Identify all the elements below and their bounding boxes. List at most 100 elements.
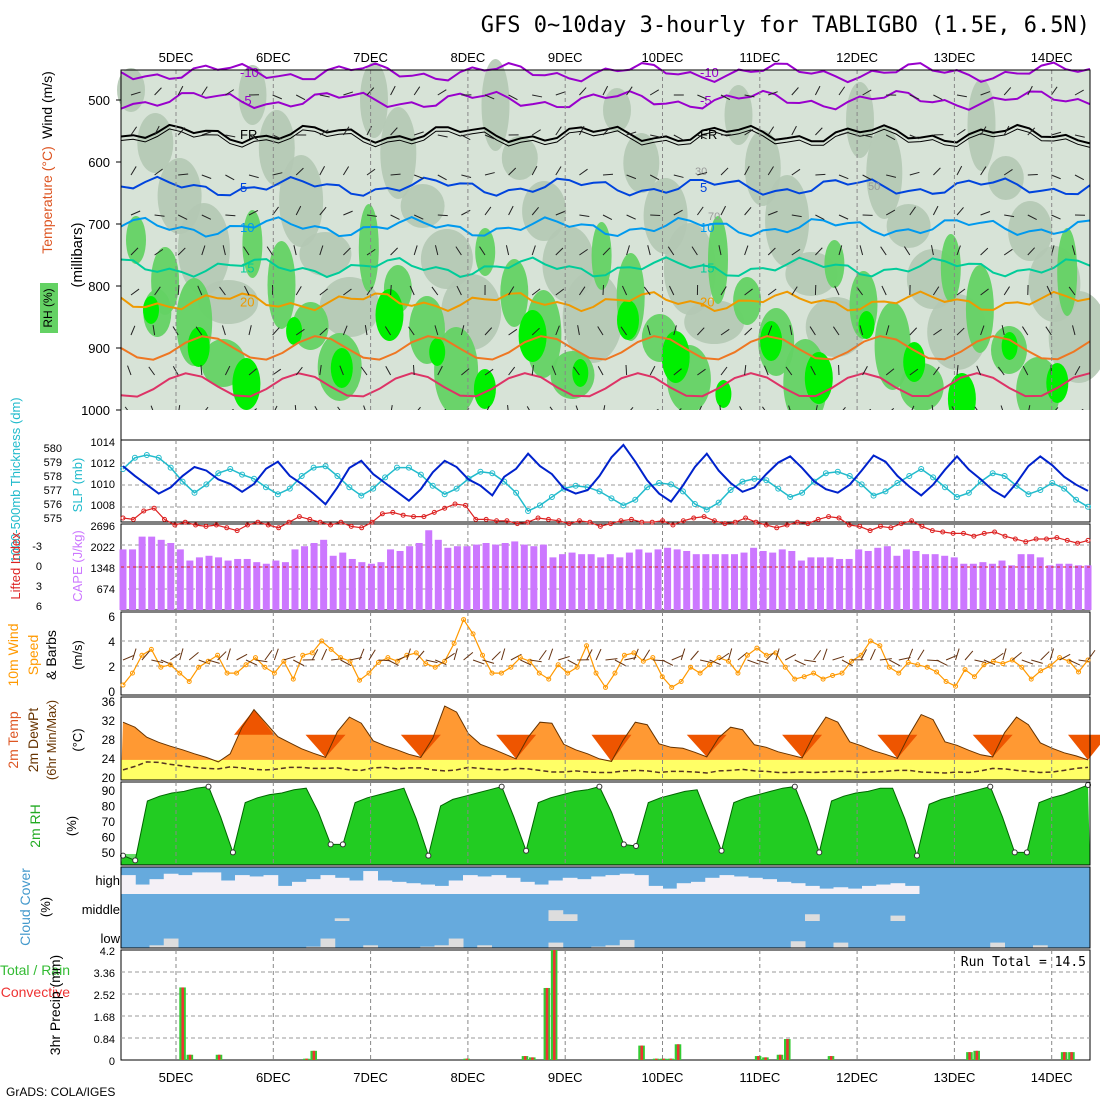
wind-barb [649,174,660,181]
lifted-index-point [265,522,271,528]
wind-barb [408,326,415,336]
rh-tick: 50 [102,846,116,860]
rh-extreme-point [913,852,920,859]
wind-barb [744,288,753,296]
wind-barb [221,325,226,336]
isotherm-label: 5 [240,180,247,195]
cape-bar [511,541,519,610]
precip-convective-bar [778,1054,782,1060]
wind-barb [1074,174,1085,181]
wind-barb [319,165,326,176]
rh-extreme-point [229,849,236,856]
wind-barb [248,134,259,141]
thickness-point [453,485,460,492]
wind-barb [555,166,562,176]
precip-tick: 0.84 [94,1034,115,1046]
wind-speed-point [678,678,684,684]
isotherm-line [120,372,1091,398]
wind-speed-point [252,655,258,661]
cloud-high-clear [192,872,207,894]
thickness-point [417,471,424,478]
wind-barb [980,325,985,336]
wind-barb [413,214,424,220]
wind-barb [248,174,259,179]
lifted-index-point [1012,536,1018,542]
lifted-index-point [940,529,946,535]
isotherm-label: 5 [700,180,707,195]
wind-barb [172,366,179,376]
wind-barb [225,214,236,217]
lifted-index-point [255,519,261,525]
lifted-index-point [929,528,935,534]
cape-bar [874,547,882,610]
wind-barb [602,85,609,96]
cape-bar [310,543,318,610]
pressure-tick: 600 [88,155,110,170]
cape-bar [1036,557,1044,610]
wind-barb [360,366,368,376]
wind-speed-point [631,650,637,656]
cape-tick: 2696 [91,521,115,533]
rh-contour-label: 30 [695,166,707,178]
wind-barb [650,134,661,138]
wind-speed-point [120,682,126,688]
rh-extreme-point [987,783,994,790]
surface-wind-barb [359,648,365,661]
wind-speed-point [1076,669,1082,675]
cape-bar [138,536,146,610]
cape-bar [148,536,156,610]
thickness-point [513,489,520,496]
cape-bar [606,554,614,610]
temperature-tick: 32 [102,714,116,728]
wind-barb [933,328,942,336]
wind-barb [225,134,236,138]
wind-barb [508,328,518,336]
wind-barb [976,365,982,376]
wind-barb [201,214,212,220]
surface-wind-barb [586,649,593,661]
surface-wind-barb [775,648,780,661]
wind-barb [295,366,303,376]
bottom-date-label: 11DEC [739,1070,780,1085]
wind-barb [130,166,137,176]
thickness-point [834,468,841,475]
lifted-index-point [774,525,780,531]
isotherm-label: FR [700,127,717,142]
cape-bar [855,549,863,610]
cape-bar [1008,565,1016,610]
lifted-index-point [359,525,365,531]
wind-barb [1074,134,1085,138]
surface-wind-barb [340,659,352,667]
wind-barb [956,94,967,98]
surface-wind-barb [179,648,184,661]
wind-barb [909,206,916,216]
wind-barb [484,172,495,176]
wind-barb [626,174,637,180]
wind-barb [1003,125,1010,136]
lifted-index-point [494,518,500,524]
isotherm-label: 15 [240,260,254,275]
isotherm-line [120,128,1091,148]
slp-tick: 1014 [91,437,115,449]
rh-saturated-patch [187,327,210,367]
wind-speed-point [1009,657,1015,663]
precip-convective-bar [553,950,556,1060]
top-date-axis: 5DEC 6DEC 7DEC 8DEC 9DEC 10DEC 11DEC 12DEC 13DEC… [159,50,1073,65]
cloud-high-clear [377,880,393,894]
cape-bar [301,546,309,610]
surface-wind-barb [917,649,925,661]
wind-speed-point [338,655,344,661]
cloud-bar [477,945,492,948]
top-date-label: 6DEC [256,50,291,65]
cape-bar [281,562,289,610]
wind-speed-point [574,664,580,670]
lifted-index-point [224,525,230,531]
rh-humid-patch [874,302,911,390]
rh-moist-patch [481,59,510,151]
upper-air-panel: -10 -10 -5 -5 FR FR 5 5 10 10 15 15 20 20 30 50 70 500 600… [39,59,1100,441]
cape-bar [559,554,567,610]
lifted-index-point [556,518,562,524]
bottom-date-label: 8DEC [451,1070,486,1085]
wind-barb [248,368,257,376]
cloud-bar [363,945,378,948]
